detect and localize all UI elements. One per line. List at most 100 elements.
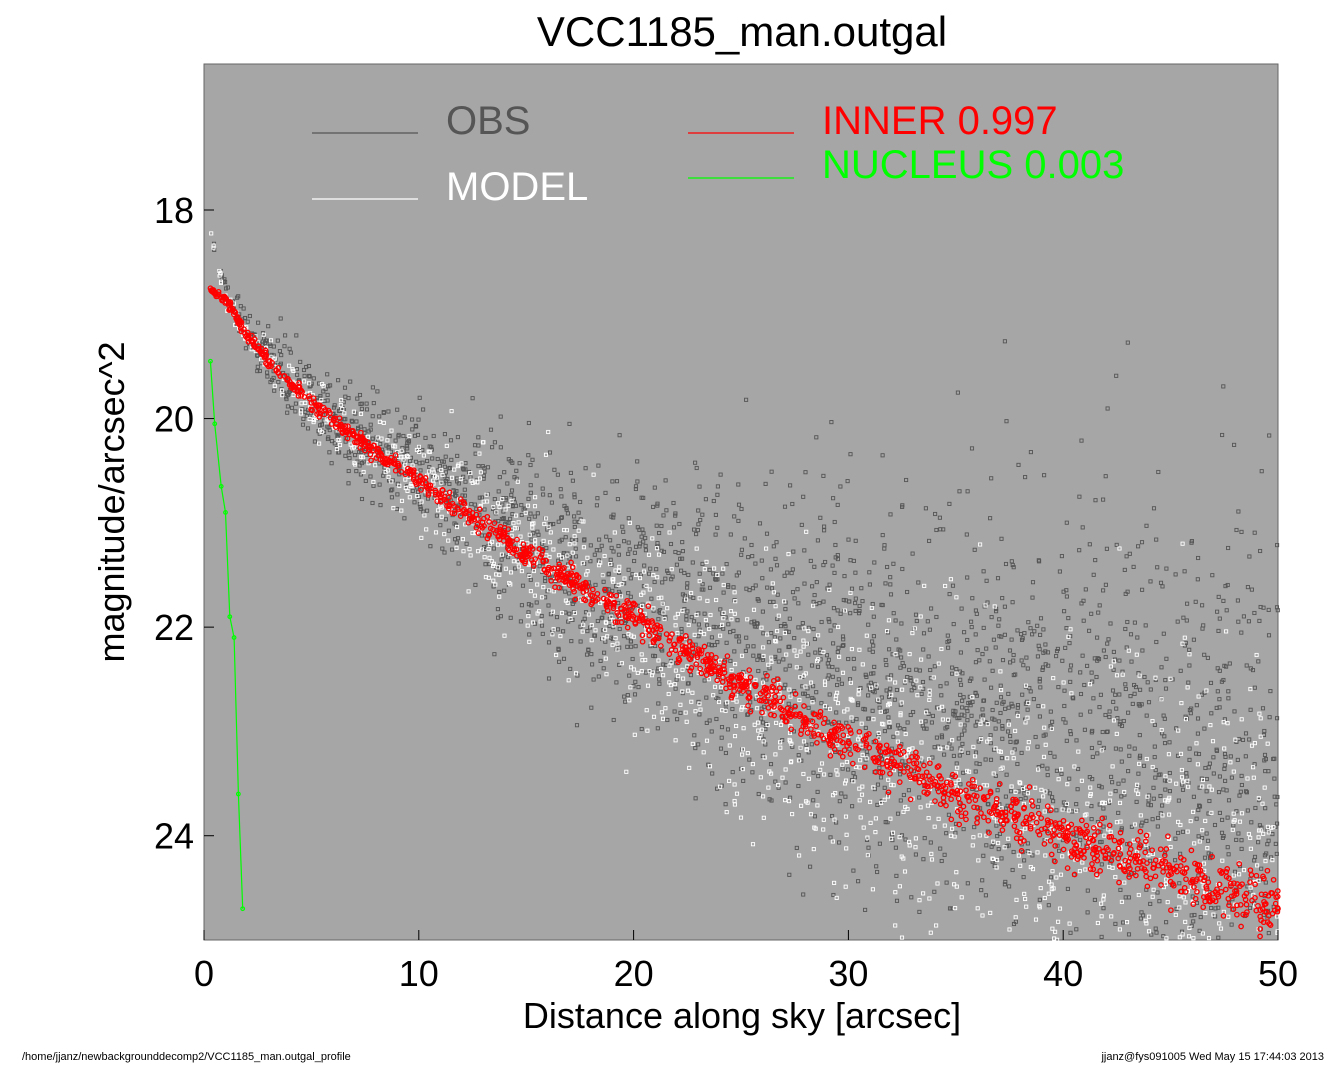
obs-point bbox=[755, 621, 760, 626]
model-point bbox=[1111, 659, 1116, 664]
obs-point bbox=[1236, 831, 1241, 836]
model-point bbox=[291, 392, 296, 398]
obs-point bbox=[479, 495, 484, 500]
obs-point bbox=[506, 555, 511, 560]
model-point bbox=[721, 616, 726, 621]
obs-point bbox=[867, 570, 872, 575]
obs-point bbox=[1158, 793, 1163, 799]
obs-point bbox=[879, 695, 884, 700]
obs-point bbox=[1197, 928, 1202, 933]
model-point bbox=[1225, 721, 1230, 726]
model-point bbox=[833, 791, 838, 796]
obs-point bbox=[984, 646, 989, 651]
obs-point bbox=[569, 639, 574, 644]
obs-point bbox=[959, 606, 964, 611]
obs-point bbox=[1037, 679, 1042, 684]
obs-point bbox=[880, 533, 885, 538]
obs-point bbox=[1222, 763, 1227, 768]
obs-point bbox=[223, 286, 229, 291]
obs-point bbox=[913, 852, 918, 857]
obs-point bbox=[968, 703, 973, 708]
model-point bbox=[758, 733, 763, 738]
obs-point bbox=[1082, 682, 1087, 688]
model-point bbox=[548, 530, 553, 535]
obs-point bbox=[378, 503, 383, 508]
obs-point bbox=[539, 623, 545, 628]
obs-point bbox=[302, 373, 307, 378]
model-point bbox=[1080, 860, 1085, 865]
obs-point bbox=[988, 516, 993, 521]
obs-point bbox=[1002, 632, 1007, 637]
obs-point bbox=[269, 352, 274, 357]
obs-point bbox=[1204, 831, 1209, 836]
obs-point bbox=[620, 524, 625, 529]
obs-point bbox=[1229, 922, 1234, 927]
obs-point bbox=[568, 666, 573, 671]
obs-point bbox=[1063, 720, 1068, 725]
obs-point bbox=[715, 484, 720, 489]
obs-point bbox=[960, 741, 965, 746]
obs-point bbox=[749, 542, 754, 548]
obs-point bbox=[676, 550, 681, 556]
obs-point bbox=[869, 671, 874, 676]
obs-point bbox=[781, 657, 786, 662]
obs-point bbox=[961, 770, 966, 775]
obs-point bbox=[998, 695, 1004, 700]
obs-point bbox=[578, 499, 583, 505]
obs-point bbox=[1064, 520, 1069, 525]
obs-point bbox=[656, 617, 661, 622]
obs-point bbox=[928, 667, 933, 673]
obs-point bbox=[665, 717, 670, 723]
model-point bbox=[673, 615, 678, 620]
model-point bbox=[683, 597, 689, 602]
obs-point bbox=[342, 385, 348, 390]
obs-point bbox=[1272, 776, 1277, 781]
obs-point bbox=[1239, 782, 1244, 788]
model-point bbox=[844, 832, 849, 837]
obs-point bbox=[496, 489, 501, 494]
obs-point bbox=[856, 879, 861, 884]
model-point bbox=[985, 722, 990, 727]
obs-point bbox=[1189, 913, 1194, 918]
obs-point bbox=[977, 761, 982, 767]
obs-point bbox=[1143, 623, 1148, 628]
model-point bbox=[801, 638, 806, 643]
obs-point bbox=[1216, 628, 1221, 633]
obs-point bbox=[266, 324, 271, 329]
obs-point bbox=[402, 516, 407, 521]
obs-point bbox=[585, 629, 590, 634]
obs-point bbox=[1124, 554, 1129, 559]
obs-point bbox=[1212, 822, 1218, 828]
obs-point bbox=[684, 617, 689, 622]
obs-point bbox=[541, 492, 546, 497]
obs-point bbox=[790, 567, 795, 572]
obs-point bbox=[1191, 794, 1196, 799]
obs-point bbox=[578, 639, 583, 644]
model-point bbox=[675, 611, 680, 616]
obs-point bbox=[1040, 763, 1045, 768]
obs-point bbox=[938, 527, 943, 532]
model-point bbox=[998, 669, 1003, 674]
obs-point bbox=[773, 556, 778, 561]
obs-point bbox=[1162, 734, 1167, 739]
obs-point bbox=[238, 304, 243, 309]
obs-point bbox=[563, 589, 568, 594]
obs-point bbox=[1097, 603, 1102, 608]
model-point bbox=[859, 743, 864, 748]
obs-point bbox=[427, 444, 432, 449]
model-point bbox=[581, 622, 586, 627]
obs-point bbox=[1064, 738, 1069, 743]
model-point bbox=[702, 567, 707, 572]
model-point bbox=[546, 429, 551, 435]
obs-point bbox=[870, 639, 875, 644]
obs-point bbox=[962, 713, 967, 718]
model-point bbox=[901, 809, 906, 814]
model-point bbox=[663, 706, 668, 711]
model-point bbox=[935, 881, 940, 886]
model-point bbox=[324, 420, 329, 425]
model-point bbox=[272, 383, 277, 388]
obs-point bbox=[1247, 737, 1252, 742]
obs-point bbox=[796, 601, 801, 606]
obs-point bbox=[990, 668, 995, 673]
obs-point bbox=[767, 599, 773, 604]
